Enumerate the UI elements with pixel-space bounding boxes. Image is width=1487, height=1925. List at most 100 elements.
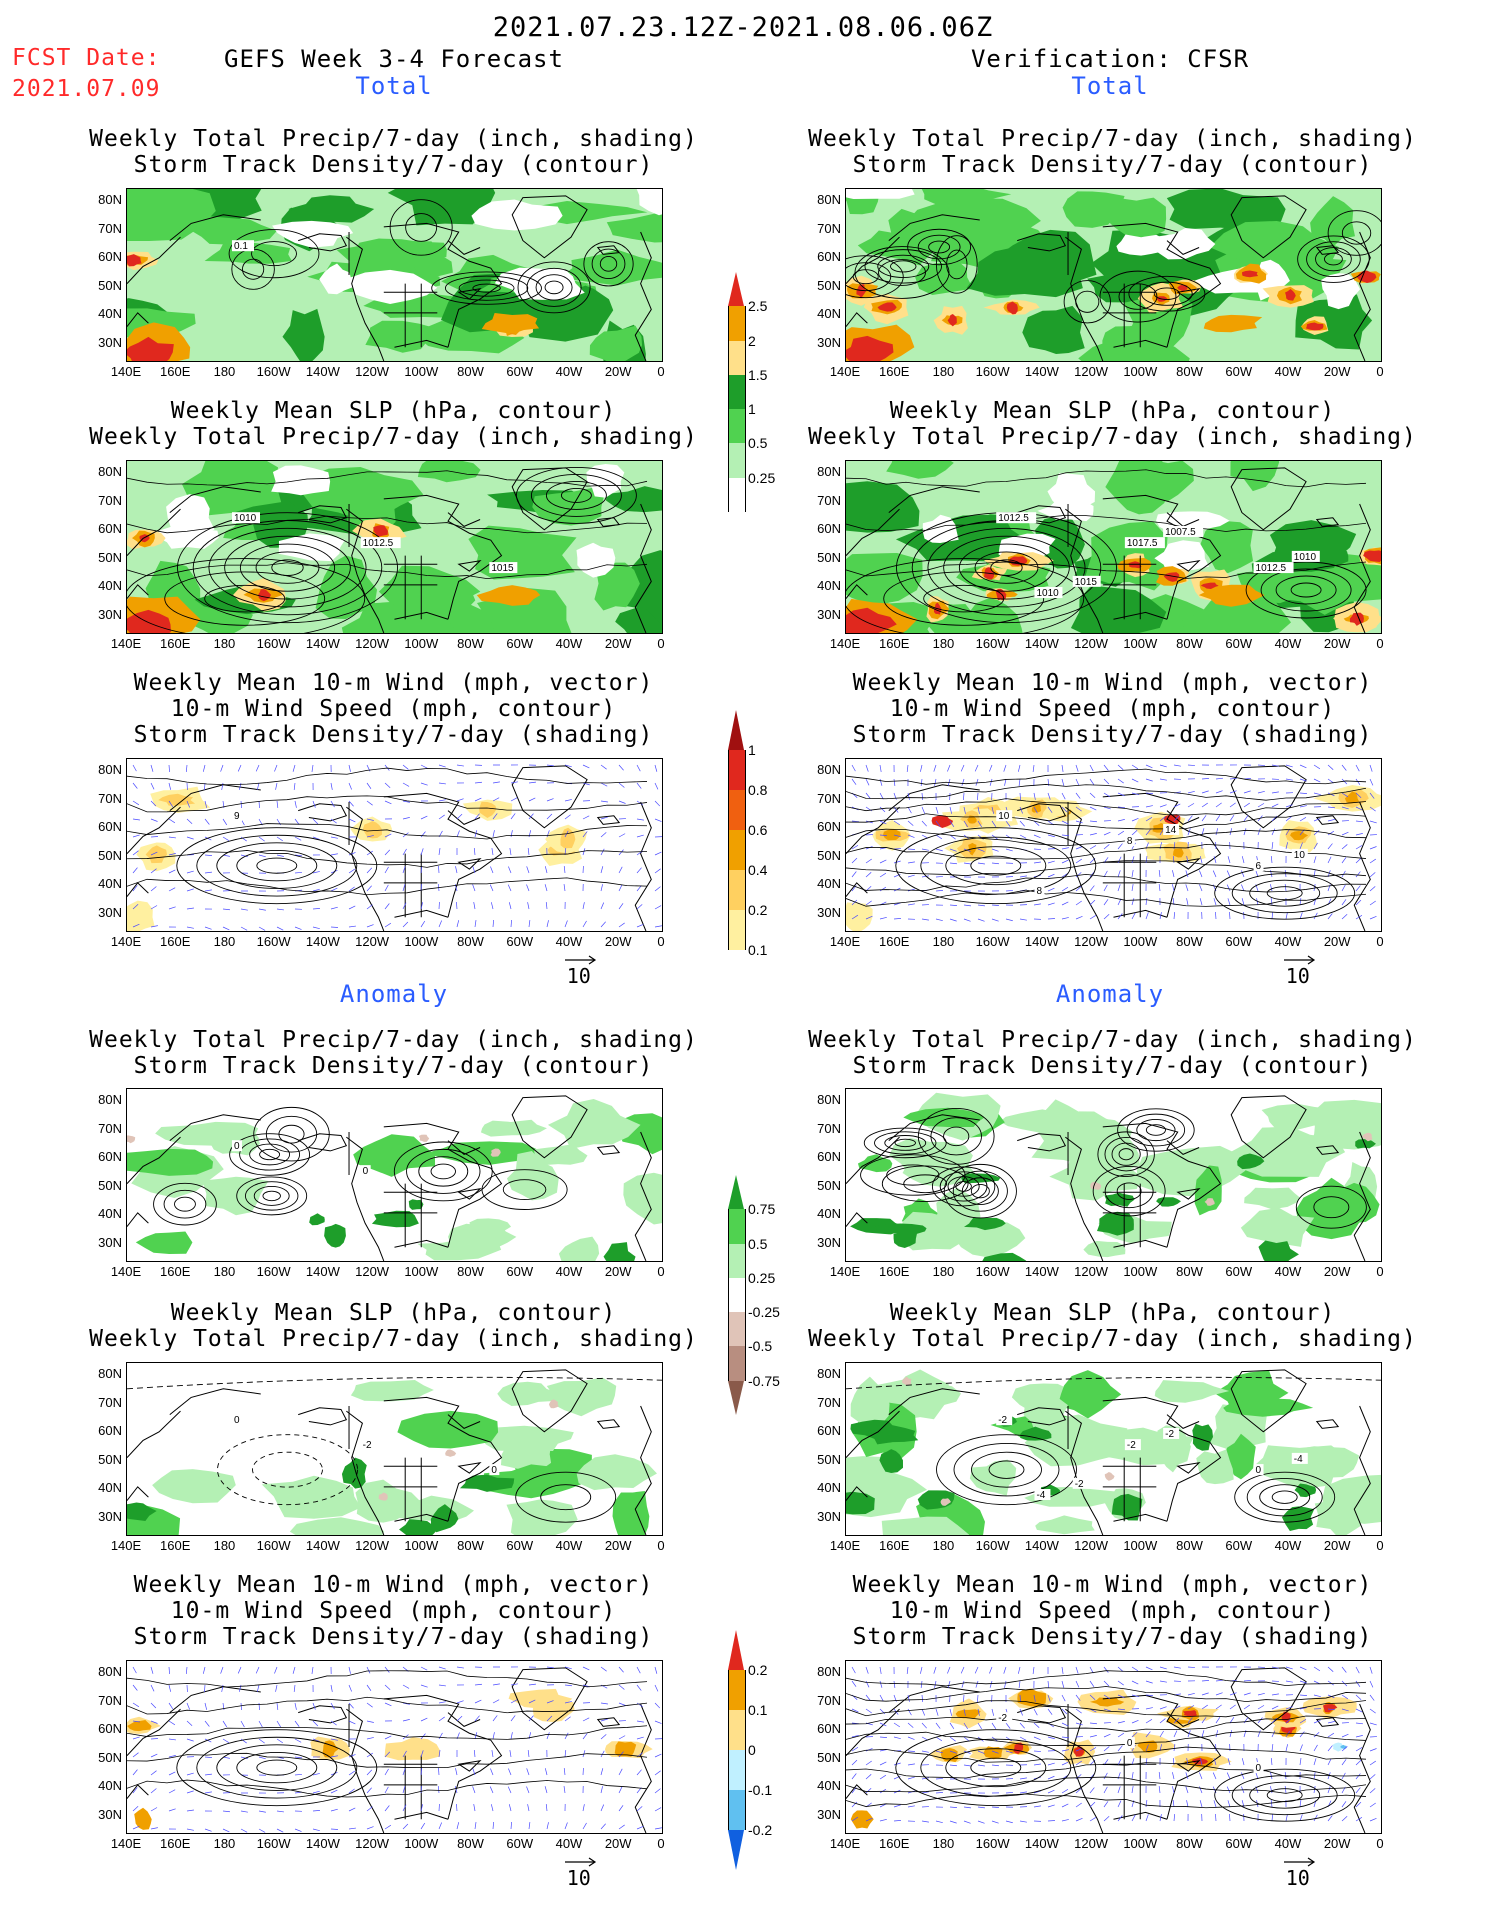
slp-contour: [177, 512, 398, 624]
wind-vector: [1145, 898, 1148, 906]
wind-vector: [1075, 820, 1083, 824]
wind-vector: [949, 1820, 957, 1824]
wind-vector: [489, 1786, 494, 1794]
wind-vector: [1187, 1717, 1193, 1724]
wind-vector: [907, 861, 915, 864]
wind-vector: [991, 1764, 999, 1767]
lon-tick-label: 100W: [404, 1836, 439, 1851]
wind-vector: [186, 1790, 194, 1794]
coastline: [298, 233, 348, 252]
coastline: [634, 231, 652, 361]
contour-label: 0: [1256, 1465, 1262, 1476]
wind-vector: [865, 858, 872, 864]
wind-vector: [384, 1751, 391, 1758]
wind-vector: [1089, 885, 1095, 892]
wind-vector: [907, 903, 915, 906]
lon-tick-label: 40W: [555, 1836, 583, 1851]
wind-vector: [935, 820, 941, 827]
coastline: [596, 1419, 621, 1429]
wind-vector: [1103, 764, 1109, 771]
lon-tick-label: 140E: [829, 1836, 861, 1851]
wind-vector: [582, 1733, 588, 1740]
wind-vector: [977, 904, 985, 907]
lat-tick-label: 50N: [817, 1451, 841, 1467]
coastline: [1065, 1136, 1104, 1261]
wind-vector: [402, 1823, 409, 1830]
wind-vector: [507, 1786, 512, 1794]
wind-vector: [348, 1770, 355, 1776]
lon-tick-label: 140W: [1024, 364, 1059, 379]
wind-vector: [1369, 1748, 1377, 1752]
precip-fill: [846, 607, 897, 633]
wind-vector: [989, 1666, 993, 1674]
dry-area: [1154, 540, 1210, 574]
wind-vector: [294, 1773, 303, 1776]
coastline: [127, 1410, 181, 1458]
wind-vector: [168, 764, 170, 773]
coastline: [596, 1145, 621, 1155]
wind-vector: [1299, 1758, 1302, 1766]
wind-vector: [384, 922, 392, 928]
wind-vector: [1047, 834, 1055, 838]
wind-vector: [237, 764, 242, 772]
lat-tick-label: 80N: [817, 464, 841, 480]
wind-vector: [1299, 912, 1303, 920]
wind-vector: [654, 1827, 662, 1830]
wind-vector: [851, 871, 857, 878]
slp-contour: [846, 514, 1367, 532]
wind-vector: [1313, 792, 1321, 796]
lat-tick-label: 80N: [98, 192, 122, 208]
colorbar-label: 1: [748, 742, 756, 758]
lat-tick-label: 30N: [817, 1508, 841, 1524]
wind-vector: [492, 1821, 494, 1830]
precip-fill: [606, 213, 662, 243]
colorbar-precip-total: [728, 272, 746, 512]
wind-speed-contour: [895, 1729, 1097, 1807]
wind-vector: [1355, 1759, 1362, 1766]
wind-vector: [1271, 764, 1279, 767]
precip-anom-fill: [289, 1517, 385, 1535]
lon-tick-label: 80W: [457, 1538, 484, 1553]
colorbar-storm-total: [728, 710, 746, 990]
wind-vector: [510, 1683, 518, 1686]
lat-tick-label: 50N: [817, 549, 841, 565]
wind-vector: [1226, 884, 1231, 892]
lat-tick-label: 40N: [817, 876, 841, 892]
wind-vector: [654, 800, 661, 807]
wind-vector: [420, 1684, 428, 1688]
wind-vector: [204, 854, 213, 856]
coastline: [298, 505, 348, 524]
precip-fill: [846, 335, 894, 361]
wind-vector: [1033, 834, 1041, 838]
wind-vector: [1199, 1786, 1203, 1794]
coastline: [383, 1694, 503, 1820]
wind-vector: [366, 1806, 373, 1812]
wind-vector: [1131, 856, 1135, 864]
wind-vector: [879, 1666, 882, 1674]
lon-tick-label: 0: [657, 636, 665, 651]
lat-tick-label: 70N: [98, 220, 122, 236]
coastline: [846, 1410, 900, 1458]
section-anomaly-left: Anomaly: [339, 980, 449, 1008]
colorbar-segment: [728, 306, 746, 341]
wind-vector: [456, 1666, 464, 1669]
wind-vector: [1285, 842, 1288, 850]
lon-tick-label: 40W: [1274, 1264, 1302, 1279]
lat-tick-label: 50N: [817, 1177, 841, 1193]
lon-tick-label: 180: [213, 934, 236, 949]
wind-vector: [204, 1791, 212, 1794]
wind-vector: [618, 1702, 626, 1706]
wind-vector: [240, 926, 248, 931]
wind-vector: [1075, 886, 1082, 892]
wind-vector: [975, 778, 979, 786]
coastline: [1017, 803, 1067, 822]
wind-vector: [600, 902, 605, 910]
colorbar-label: -0.5: [748, 1338, 773, 1355]
wind-vector: [384, 1805, 390, 1812]
slp-contour: [239, 543, 336, 592]
wind-vector: [563, 1768, 566, 1776]
wind-vector: [132, 782, 138, 789]
wind-vector: [1019, 806, 1023, 814]
coastline: [1017, 1407, 1067, 1426]
wind-vector: [420, 1804, 424, 1812]
